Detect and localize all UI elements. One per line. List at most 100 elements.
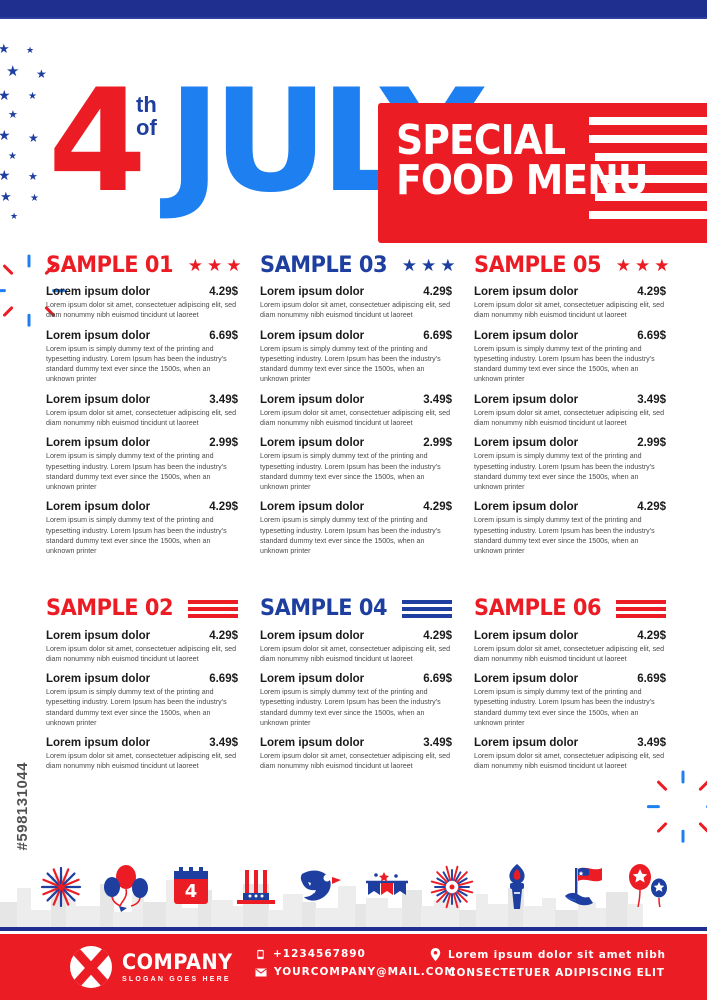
flag-stripe bbox=[595, 193, 707, 201]
menu-item-line: Lorem ipsum dolor 4.29$ bbox=[474, 501, 666, 513]
menu-section-header: SAMPLE 03 ★ ★ ★ bbox=[260, 250, 455, 280]
footer-phone-row[interactable]: +1234567890 bbox=[255, 948, 456, 960]
star-icon: ★ bbox=[615, 255, 631, 275]
star-icon: ★ bbox=[634, 255, 651, 275]
menu-item-line: Lorem ipsum dolor 6.69$ bbox=[260, 330, 452, 342]
menu-item-description: Lorem ipsum dolor sit amet, consectetuer… bbox=[46, 644, 237, 663]
menu-item-line: Lorem ipsum dolor 6.69$ bbox=[46, 673, 238, 685]
phone-icon bbox=[257, 949, 264, 959]
star-field-decoration: ★ ★ ★ ★ ★ ★ ★ ★ ★ ★ ★ ★ ★ ★ ★ bbox=[0, 42, 58, 221]
menu-item-line: Lorem ipsum dolor 2.99$ bbox=[46, 437, 238, 449]
skyline-building bbox=[542, 898, 556, 928]
menu-item-line: Lorem ipsum dolor 2.99$ bbox=[260, 437, 452, 449]
star-icon: ★ bbox=[26, 45, 35, 55]
menu-item: Lorem ipsum dolor 4.29$ Lorem ipsum dolor … bbox=[474, 630, 666, 665]
menu-grid: SAMPLE 01 ★ ★ ★ Lorem ipsum dolor 4.29$ Lorem … bbox=[46, 250, 669, 781]
headline-th: th bbox=[136, 92, 157, 117]
menu-section-title: SAMPLE 04 bbox=[260, 596, 388, 621]
skyline-building bbox=[315, 908, 339, 928]
torch-icon bbox=[490, 860, 544, 914]
firework-ray bbox=[27, 254, 31, 268]
menu-item: Lorem ipsum dolor 3.49$ Lorem ipsum dolor … bbox=[46, 737, 238, 772]
menu-item-name: Lorem ipsum dolor bbox=[474, 737, 579, 750]
flag-stripe bbox=[615, 606, 666, 611]
menu-item-description: Lorem ipsum dolor sit amet, consectetuer… bbox=[46, 301, 237, 320]
menu-item-name: Lorem ipsum dolor bbox=[260, 673, 365, 686]
skyline-building bbox=[232, 906, 244, 928]
menu-item-line: Lorem ipsum dolor 3.49$ bbox=[474, 737, 666, 749]
menu-item-description: Lorem ipsum is simply dummy text of the … bbox=[474, 516, 655, 556]
menu-item: Lorem ipsum dolor 6.69$ Lorem ipsum is sim… bbox=[260, 330, 452, 385]
skyline-building bbox=[476, 894, 488, 928]
firework-ray bbox=[646, 805, 660, 809]
menu-item: Lorem ipsum dolor 2.99$ Lorem ipsum is sim… bbox=[46, 437, 238, 492]
menu-item-name: Lorem ipsum dolor bbox=[474, 629, 579, 642]
menu-item-price: 3.49$ bbox=[637, 393, 666, 406]
skyline-building bbox=[606, 892, 628, 928]
footer-address-line-2: CONSECTETUER ADIPISCING ELIT bbox=[448, 967, 665, 979]
menu-item-name: Lorem ipsum dolor bbox=[46, 629, 151, 642]
menu-item-line: Lorem ipsum dolor 6.69$ bbox=[46, 330, 238, 342]
star-icon: ★ bbox=[440, 255, 456, 275]
menu-section: SAMPLE 01 ★ ★ ★ Lorem ipsum dolor 4.29$ Lorem … bbox=[46, 250, 241, 566]
menu-item: Lorem ipsum dolor 3.49$ Lorem ipsum dolor … bbox=[474, 737, 666, 772]
menu-item-description: Lorem ipsum dolor sit amet, consectetuer… bbox=[474, 644, 665, 663]
menu-item: Lorem ipsum dolor 6.69$ Lorem ipsum is sim… bbox=[474, 330, 666, 385]
headline-number: 4 bbox=[48, 59, 147, 224]
menu-item-name: Lorem ipsum dolor bbox=[474, 437, 579, 450]
menu-item-name: Lorem ipsum dolor bbox=[474, 393, 579, 406]
menu-item-line: Lorem ipsum dolor 3.49$ bbox=[46, 394, 238, 406]
menu-item-line: Lorem ipsum dolor 4.29$ bbox=[260, 501, 452, 513]
menu-item-line: Lorem ipsum dolor 2.99$ bbox=[474, 437, 666, 449]
menu-item-name: Lorem ipsum dolor bbox=[46, 437, 151, 450]
menu-item-price: 4.29$ bbox=[209, 286, 238, 298]
menu-section-title: SAMPLE 02 bbox=[46, 596, 174, 621]
firework-ray bbox=[27, 313, 31, 327]
menu-item: Lorem ipsum dolor 4.29$ Lorem ipsum dolor … bbox=[260, 286, 452, 321]
menu-item: Lorem ipsum dolor 4.29$ Lorem ipsum is sim… bbox=[46, 501, 238, 556]
uncle-sam-hat-icon bbox=[229, 860, 283, 914]
skyline-building bbox=[366, 898, 388, 928]
firework-ray bbox=[2, 264, 14, 276]
firework-ray bbox=[681, 829, 685, 843]
menu-item-line: Lorem ipsum dolor 4.29$ bbox=[260, 286, 452, 298]
menu-item-name: Lorem ipsum dolor bbox=[260, 393, 365, 406]
rating-stars: ★ ★ ★ bbox=[402, 257, 456, 274]
eagle-icon bbox=[294, 860, 348, 914]
menu-item: Lorem ipsum dolor 4.29$ Lorem ipsum dolor … bbox=[260, 630, 452, 665]
footer-address-row-2: CONSECTETUER ADIPISCING ELIT bbox=[430, 967, 666, 979]
star-balloons-icon bbox=[620, 860, 674, 914]
menu-row-2: SAMPLE 02 Lorem ipsum dolor 4.29$ Lorem ips… bbox=[46, 594, 666, 781]
menu-item-price: 4.29$ bbox=[209, 629, 238, 642]
menu-item-description: Lorem ipsum dolor sit amet, consectetuer… bbox=[260, 301, 451, 320]
skyline-building bbox=[113, 912, 133, 928]
menu-item-description: Lorem ipsum dolor sit amet, consectetuer… bbox=[46, 752, 237, 771]
rating-stars: ★ ★ ★ bbox=[616, 257, 670, 274]
skyline-building bbox=[30, 910, 52, 928]
menu-item-name: Lorem ipsum dolor bbox=[46, 673, 151, 686]
footer-email-row[interactable]: YOURCOMPANY@MAIL.COM bbox=[255, 966, 456, 978]
skyline-building bbox=[17, 888, 31, 928]
firework-decoration-right bbox=[646, 768, 707, 843]
menu-item-price: 6.69$ bbox=[423, 673, 452, 686]
flag-stripe bbox=[589, 135, 707, 143]
headline-th-of: th of bbox=[136, 93, 170, 139]
fireworks-icon bbox=[34, 860, 88, 914]
menu-item-price: 6.69$ bbox=[637, 673, 666, 686]
menu-item-price: 4.29$ bbox=[423, 501, 452, 514]
menu-item: Lorem ipsum dolor 4.29$ Lorem ipsum dolor … bbox=[46, 630, 238, 665]
menu-item-description: Lorem ipsum dolor sit amet, consectetuer… bbox=[474, 752, 665, 771]
menu-item-line: Lorem ipsum dolor 3.49$ bbox=[260, 394, 452, 406]
star-icon: ★ bbox=[28, 131, 39, 145]
menu-item-price: 4.29$ bbox=[423, 629, 452, 642]
menu-item: Lorem ipsum dolor 2.99$ Lorem ipsum is sim… bbox=[260, 437, 452, 492]
menu-item-price: 4.29$ bbox=[637, 501, 666, 514]
firework-ray bbox=[698, 780, 707, 792]
menu-item-description: Lorem ipsum dolor sit amet, consectetuer… bbox=[46, 408, 237, 427]
skyline-building bbox=[555, 910, 579, 928]
balloons-icon bbox=[99, 860, 153, 914]
menu-item-name: Lorem ipsum dolor bbox=[46, 329, 151, 342]
flag-stripe bbox=[615, 599, 666, 604]
svg-text:4: 4 bbox=[185, 881, 198, 902]
